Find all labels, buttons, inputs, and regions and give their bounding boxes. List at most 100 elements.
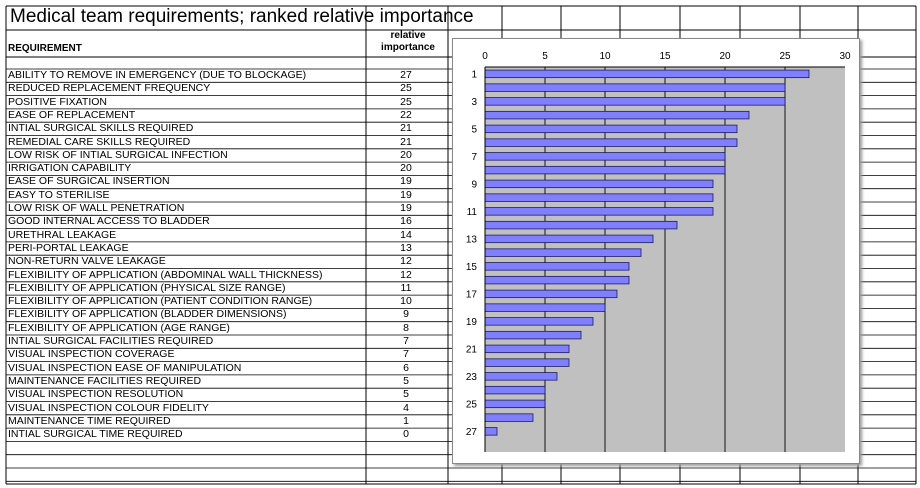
relative-importance-value: 19: [400, 188, 412, 201]
bar: [484, 303, 606, 312]
bar-chart[interactable]: 0 5 10 15 20 25 30 1 3 5 7 9 11 13 15 17 19 21 23 25 27: [452, 38, 860, 464]
requirement-label: MAINTENANCE FACILITIES REQUIRED: [8, 374, 202, 387]
relative-importance-header: relative importance: [368, 30, 448, 54]
relative-importance-value: 5: [403, 374, 409, 387]
sheet-title: Medical team requirements; ranked relati…: [10, 6, 474, 27]
requirement-label: LOW RISK OF INTIAL SURGICAL INFECTION: [8, 148, 228, 161]
bar: [484, 97, 786, 106]
requirement-label: URETHRAL LEAKAGE: [8, 228, 117, 241]
bar: [484, 152, 726, 161]
relative-importance-value: 12: [400, 268, 412, 281]
requirement-label: EASE OF REPLACEMENT: [8, 108, 136, 121]
relative-header-line2: importance: [381, 42, 435, 53]
relative-importance-value: 12: [400, 255, 412, 268]
y-tick-label: 13: [466, 234, 478, 245]
requirement-label: POSITIVE FIXATION: [8, 95, 107, 108]
relative-importance-value: 21: [400, 122, 412, 135]
requirement-label: EASY TO STERILISE: [8, 188, 110, 201]
bar: [484, 262, 630, 271]
requirement-label: VISUAL INSPECTION EASE OF MANIPULATION: [8, 361, 242, 374]
x-tick-label: 15: [659, 51, 671, 62]
x-tick-label: 30: [839, 51, 851, 62]
relative-importance-value: 1: [403, 414, 409, 427]
bar: [484, 317, 594, 326]
requirement-label: EASE OF SURGICAL INSERTION: [8, 175, 170, 188]
bar: [484, 207, 714, 216]
bar: [484, 275, 630, 285]
requirement-label: ABILITY TO REMOVE IN EMERGENCY (DUE TO B…: [8, 69, 307, 81]
bar: [484, 385, 546, 395]
relative-importance-value: 27: [400, 69, 412, 81]
y-tick-label: 15: [466, 262, 478, 273]
relative-importance-value: 4: [403, 401, 409, 414]
bar: [484, 138, 738, 147]
relative-importance-value: 5: [403, 388, 409, 401]
relative-importance-value: 0: [403, 428, 409, 441]
bar: [484, 193, 714, 202]
y-tick-label: 21: [466, 344, 478, 355]
relative-importance-value: 9: [403, 308, 409, 321]
requirement-label: INTIAL SURGICAL SKILLS REQUIRED: [8, 122, 194, 135]
relative-importance-value: 6: [403, 361, 409, 374]
y-tick-label: 23: [466, 372, 478, 383]
relative-importance-value: 11: [400, 281, 412, 294]
bar: [484, 234, 654, 244]
y-tick-label: 9: [471, 179, 477, 190]
relative-importance-value: 10: [400, 295, 412, 308]
relative-importance-value: 25: [400, 82, 412, 95]
requirement-label: INTIAL SURGICAL TIME REQUIRED: [8, 428, 183, 441]
bar: [484, 124, 738, 134]
x-tick-label: 0: [482, 51, 488, 62]
x-tick-label: 10: [599, 51, 611, 62]
bar: [484, 179, 714, 189]
requirement-label: REDUCED REPLACEMENT FREQUENCY: [8, 82, 211, 95]
requirement-label: VISUAL INSPECTION COLOUR FIDELITY: [8, 401, 209, 414]
bar: [484, 165, 726, 175]
bar: [484, 69, 810, 79]
requirement-header: REQUIREMENT: [8, 43, 82, 54]
relative-importance-value: 7: [403, 335, 409, 347]
requirement-label: REMEDIAL CARE SKILLS REQUIRED: [8, 135, 191, 148]
relative-importance-value: 8: [403, 321, 409, 334]
relative-importance-value: 25: [400, 95, 412, 108]
bar: [484, 399, 546, 409]
y-tick-label: 11: [467, 207, 478, 218]
bar: [484, 344, 570, 354]
y-tick-label: 17: [466, 289, 478, 300]
relative-importance-value: 21: [400, 135, 412, 148]
bar: [484, 110, 750, 120]
requirement-label: PERI-PORTAL LEAKAGE: [8, 241, 129, 254]
relative-importance-value: 14: [400, 228, 412, 241]
y-tick-label: 1: [471, 69, 477, 80]
y-tick-label: 5: [471, 124, 477, 135]
bar: [484, 83, 786, 92]
requirement-label: FLEXIBILITY OF APPLICATION (ABDOMINAL WA…: [8, 268, 323, 281]
y-tick-label: 3: [471, 97, 477, 108]
y-tick-label: 27: [466, 427, 478, 438]
relative-importance-value: 16: [400, 215, 412, 228]
y-tick-label: 19: [466, 317, 478, 328]
requirement-label: FLEXIBILITY OF APPLICATION (PHYSICAL SIZ…: [8, 281, 286, 294]
bar: [484, 248, 642, 257]
bar: [484, 220, 678, 230]
requirement-label: MAINTENANCE TIME REQUIRED: [8, 414, 171, 427]
y-tick-label: 7: [471, 152, 477, 163]
requirement-label: FLEXIBILITY OF APPLICATION (AGE RANGE): [8, 321, 230, 334]
requirement-label: INTIAL SURGICAL FACILITIES REQUIRED: [8, 335, 214, 347]
bar: [484, 330, 582, 340]
requirement-label: LOW RISK OF WALL PENETRATION: [8, 202, 185, 214]
relative-importance-value: 19: [400, 175, 412, 188]
requirement-label: VISUAL INSPECTION RESOLUTION: [8, 388, 184, 401]
requirement-label: FLEXIBILITY OF APPLICATION (PATIENT COND…: [8, 295, 313, 308]
relative-importance-value: 22: [400, 108, 412, 121]
bar: [484, 413, 534, 422]
x-tick-label: 25: [779, 51, 791, 62]
x-tick-label: 20: [719, 51, 731, 62]
requirement-label: IRRIGATION CAPABILITY: [8, 162, 132, 175]
relative-importance-value: 19: [400, 202, 412, 214]
y-tick-label: 25: [466, 399, 478, 410]
bar: [484, 358, 570, 367]
relative-importance-value: 20: [400, 148, 412, 161]
relative-header-line1: relative: [390, 30, 426, 41]
